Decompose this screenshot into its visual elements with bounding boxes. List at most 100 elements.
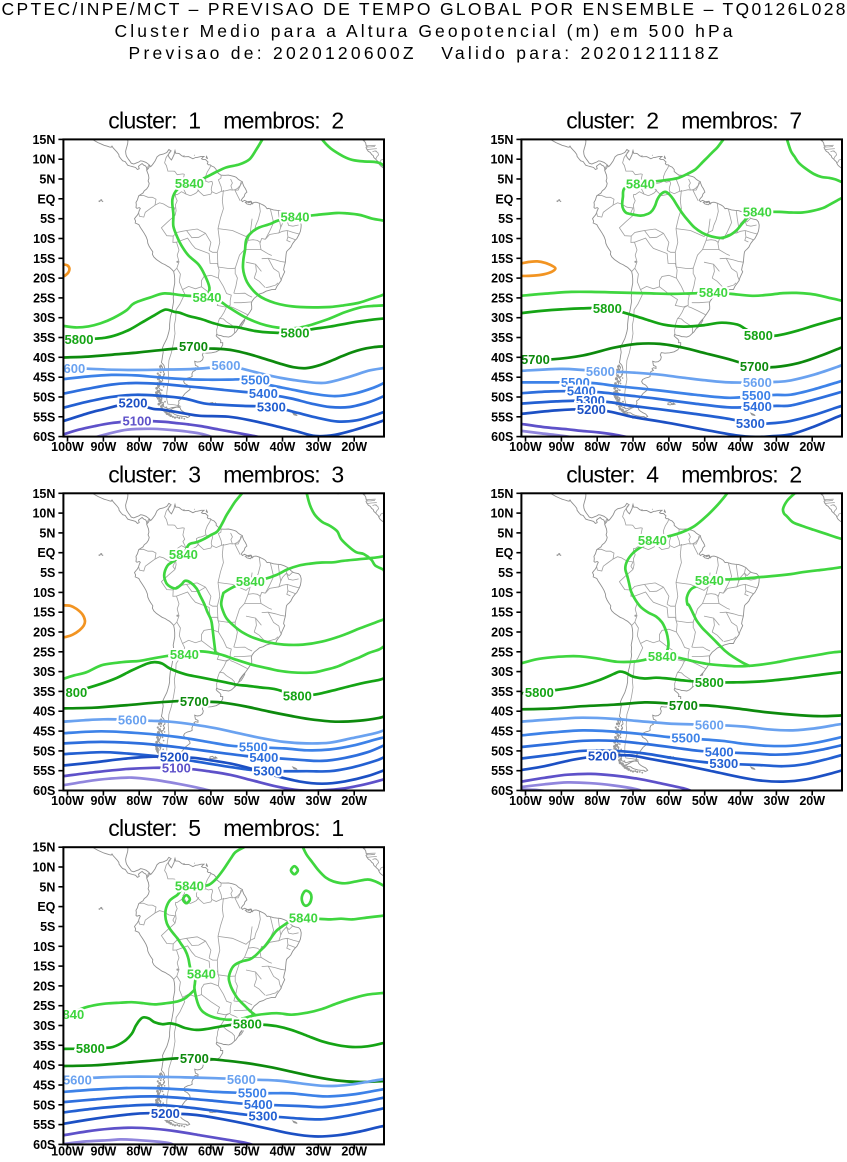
svg-text:55S: 55S	[491, 410, 513, 424]
svg-text:10N: 10N	[32, 153, 55, 167]
svg-text:80W: 80W	[126, 440, 152, 454]
svg-text:5N: 5N	[497, 173, 513, 187]
svg-text:50W: 50W	[692, 440, 718, 454]
svg-text:55S: 55S	[33, 1118, 55, 1132]
svg-text:30S: 30S	[491, 311, 513, 325]
svg-text:5500: 5500	[671, 731, 700, 746]
svg-text:50W: 50W	[234, 794, 260, 808]
svg-text:5840: 5840	[638, 533, 667, 548]
svg-text:100W: 100W	[51, 1144, 84, 1157]
svg-text:40S: 40S	[491, 351, 513, 365]
svg-text:5840: 5840	[175, 176, 204, 191]
svg-text:5100: 5100	[162, 761, 191, 776]
svg-text:EQ: EQ	[495, 546, 513, 560]
svg-text:5N: 5N	[39, 880, 55, 894]
svg-text:600: 600	[64, 361, 86, 376]
svg-text:5600: 5600	[586, 364, 615, 379]
svg-text:15N: 15N	[32, 487, 55, 501]
svg-text:5840: 5840	[175, 879, 204, 894]
svg-text:5400: 5400	[249, 386, 278, 401]
svg-text:60S: 60S	[33, 784, 55, 798]
svg-text:cluster: 1 membros: 2: cluster: 1 membros: 2	[108, 107, 344, 133]
svg-text:5840: 5840	[193, 290, 222, 305]
svg-text:20S: 20S	[33, 272, 55, 286]
svg-text:5400: 5400	[743, 399, 772, 414]
svg-text:100W: 100W	[51, 794, 84, 808]
svg-text:5200: 5200	[119, 396, 148, 411]
svg-text:5840: 5840	[743, 205, 772, 220]
svg-text:5840: 5840	[170, 647, 199, 662]
svg-text:10S: 10S	[491, 232, 513, 246]
svg-text:30S: 30S	[33, 665, 55, 679]
svg-text:60W: 60W	[198, 1144, 224, 1157]
svg-text:20W: 20W	[341, 794, 367, 808]
svg-text:5300: 5300	[576, 393, 605, 408]
svg-text:10N: 10N	[490, 507, 513, 521]
svg-text:45S: 45S	[491, 371, 513, 385]
svg-text:20S: 20S	[491, 272, 513, 286]
svg-text:5400: 5400	[705, 745, 734, 760]
svg-text:70W: 70W	[162, 794, 188, 808]
svg-text:20W: 20W	[799, 440, 825, 454]
svg-text:5840: 5840	[281, 210, 310, 225]
svg-text:5200: 5200	[577, 402, 606, 417]
svg-text:30W: 30W	[764, 440, 790, 454]
svg-text:15S: 15S	[33, 606, 55, 620]
svg-text:40W: 40W	[728, 440, 754, 454]
svg-text:60W: 60W	[656, 794, 682, 808]
svg-text:EQ: EQ	[495, 192, 513, 206]
svg-text:90W: 90W	[549, 440, 575, 454]
svg-text:70W: 70W	[620, 794, 646, 808]
svg-text:20S: 20S	[491, 626, 513, 640]
svg-text:5700: 5700	[180, 1051, 209, 1066]
svg-text:5300: 5300	[257, 400, 286, 415]
svg-text:5S: 5S	[498, 212, 513, 226]
svg-text:CPTEC/INPE/MCT – PREVISAO DE T: CPTEC/INPE/MCT – PREVISAO DE TEMPO GLOBA…	[2, 0, 846, 19]
svg-text:5800: 5800	[283, 688, 312, 703]
svg-text:90W: 90W	[91, 794, 117, 808]
svg-text:5S: 5S	[40, 566, 55, 580]
svg-text:35S: 35S	[491, 331, 513, 345]
svg-text:5S: 5S	[498, 566, 513, 580]
svg-text:5500: 5500	[238, 1086, 267, 1101]
svg-text:5300: 5300	[249, 1108, 278, 1123]
svg-text:30S: 30S	[491, 665, 513, 679]
svg-text:20W: 20W	[799, 794, 825, 808]
svg-text:90W: 90W	[91, 440, 117, 454]
svg-text:20W: 20W	[341, 1144, 367, 1157]
svg-text:100W: 100W	[509, 440, 542, 454]
svg-text:25S: 25S	[491, 645, 513, 659]
svg-text:10N: 10N	[32, 861, 55, 875]
svg-text:90W: 90W	[91, 1144, 117, 1157]
svg-text:50W: 50W	[234, 1144, 260, 1157]
svg-text:5800: 5800	[525, 685, 554, 700]
svg-text:5500: 5500	[241, 373, 270, 388]
svg-text:5400: 5400	[567, 384, 596, 399]
svg-text:20W: 20W	[341, 440, 367, 454]
svg-text:55S: 55S	[491, 764, 513, 778]
svg-text:5200: 5200	[160, 749, 189, 764]
svg-text:Cluster Medio para a Altura Ge: Cluster Medio para a Altura Geopotencial…	[115, 21, 733, 41]
svg-text:5800: 5800	[65, 332, 94, 347]
svg-text:5N: 5N	[39, 173, 55, 187]
svg-text:Previsao de: 2020120600Z Val: Previsao de: 2020120600Z Valido para: 20…	[129, 43, 719, 63]
svg-text:70W: 70W	[162, 1144, 188, 1157]
svg-text:5800: 5800	[233, 1017, 262, 1032]
svg-text:70W: 70W	[162, 440, 188, 454]
svg-text:10S: 10S	[33, 232, 55, 246]
svg-text:20S: 20S	[33, 626, 55, 640]
svg-text:25S: 25S	[33, 291, 55, 305]
svg-text:5700: 5700	[669, 698, 698, 713]
svg-text:50S: 50S	[33, 744, 55, 758]
svg-text:5600: 5600	[118, 712, 147, 727]
svg-text:5700: 5700	[179, 339, 208, 354]
svg-text:15S: 15S	[33, 252, 55, 266]
svg-text:30W: 30W	[306, 1144, 332, 1157]
svg-text:EQ: EQ	[37, 192, 55, 206]
svg-text:60W: 60W	[656, 440, 682, 454]
svg-text:30W: 30W	[764, 794, 790, 808]
svg-text:5200: 5200	[588, 748, 617, 763]
svg-text:50S: 50S	[491, 391, 513, 405]
svg-text:60S: 60S	[33, 430, 55, 444]
svg-text:80W: 80W	[126, 794, 152, 808]
